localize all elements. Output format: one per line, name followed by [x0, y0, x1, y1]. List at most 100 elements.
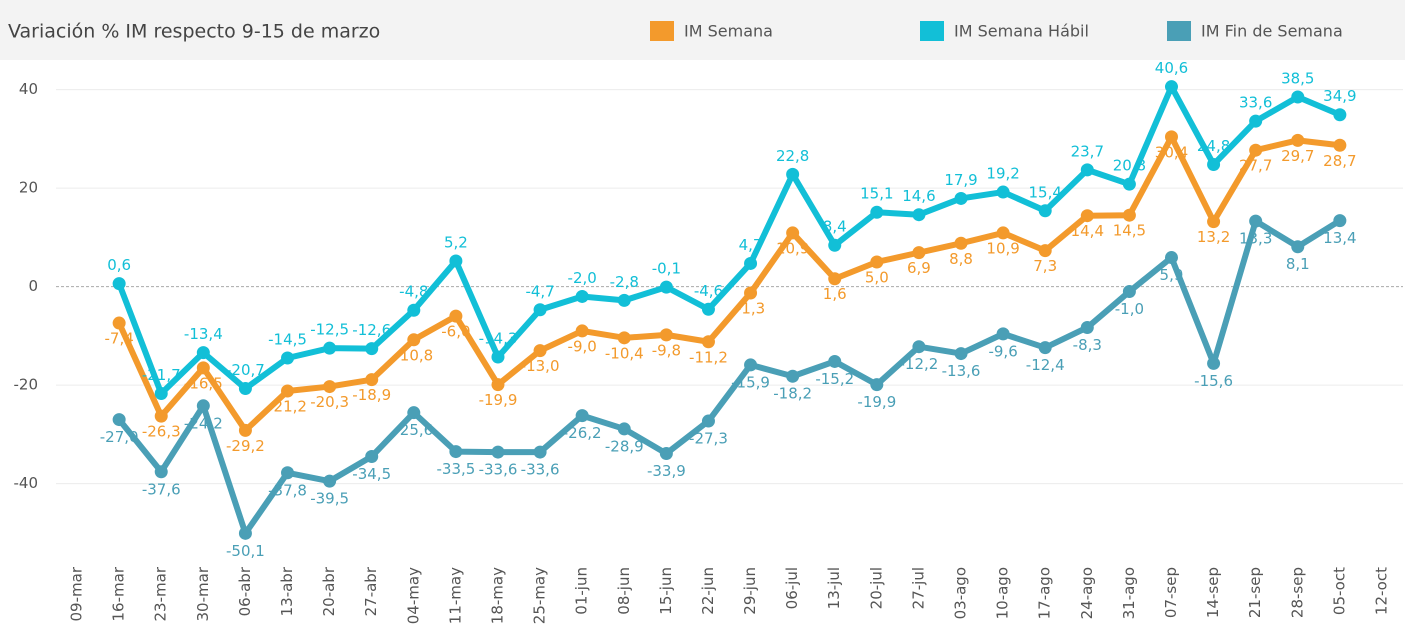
- value-label: -33,6: [521, 461, 560, 479]
- value-label: 10,9: [776, 239, 809, 257]
- value-label: -13,4: [184, 325, 223, 343]
- point: [996, 185, 1010, 199]
- point: [1291, 240, 1305, 254]
- point: [1333, 138, 1347, 152]
- value-label: 14,5: [1113, 222, 1146, 240]
- point: [154, 386, 168, 400]
- value-label: -7,4: [105, 330, 134, 348]
- x-tick-label: 23-mar: [152, 566, 170, 621]
- value-label: -24,2: [184, 414, 223, 432]
- point: [112, 316, 126, 330]
- value-label: -10,4: [605, 344, 644, 362]
- point: [449, 445, 463, 459]
- point: [1122, 177, 1136, 191]
- point: [996, 226, 1010, 240]
- point: [870, 255, 884, 269]
- legend-label: IM Semana Hábil: [954, 22, 1089, 41]
- value-label: -18,9: [352, 386, 391, 404]
- value-label: -16,5: [184, 374, 223, 392]
- value-label: -12,6: [352, 321, 391, 339]
- point: [617, 293, 631, 307]
- value-label: -4,8: [399, 283, 428, 301]
- point: [1291, 90, 1305, 104]
- point: [281, 384, 295, 398]
- x-tick-label: 04-may: [404, 567, 422, 624]
- x-tick-label: 18-may: [488, 567, 506, 624]
- value-label: 24,8: [1197, 137, 1230, 155]
- point: [954, 236, 968, 250]
- point: [196, 399, 210, 413]
- point: [238, 526, 252, 540]
- x-tick-label: 12-oct: [1372, 567, 1390, 615]
- value-label: 22,8: [776, 147, 809, 165]
- point: [407, 303, 421, 317]
- value-label: -20,7: [226, 361, 265, 379]
- point: [491, 445, 505, 459]
- value-label: 13,4: [1323, 229, 1356, 247]
- value-label: -27,0: [100, 428, 139, 446]
- value-label: -4,6: [694, 282, 723, 300]
- value-label: 15,1: [860, 185, 893, 203]
- point: [196, 361, 210, 375]
- point: [1207, 215, 1221, 229]
- value-label: -26,2: [563, 424, 602, 442]
- value-label: 8,8: [949, 250, 973, 268]
- value-label: -20,3: [310, 393, 349, 411]
- value-label: -8,3: [1073, 336, 1102, 354]
- value-label: -14,5: [268, 331, 307, 349]
- point: [744, 256, 758, 270]
- value-label: 7,3: [1033, 257, 1057, 275]
- point: [323, 380, 337, 394]
- point: [1038, 204, 1052, 218]
- x-tick-label: 24-ago: [1078, 567, 1096, 619]
- point: [1207, 356, 1221, 370]
- point: [828, 354, 842, 368]
- value-label: -4,7: [525, 282, 554, 300]
- point: [575, 324, 589, 338]
- value-label: -2,8: [610, 273, 639, 291]
- point: [1038, 244, 1052, 258]
- value-label: 40,6: [1155, 59, 1188, 77]
- value-label: -12,5: [310, 321, 349, 339]
- series-line: [116, 133, 1341, 434]
- x-tick-label: 25-may: [531, 567, 549, 624]
- value-label: 38,5: [1281, 70, 1314, 88]
- x-tick-label: 31-ago: [1120, 567, 1138, 619]
- point: [786, 226, 800, 240]
- point: [533, 344, 547, 358]
- value-label: 6,9: [907, 259, 931, 277]
- value-label: 30,4: [1155, 143, 1188, 161]
- value-label: -6,0: [441, 323, 470, 341]
- value-label: 5,9: [1160, 266, 1184, 284]
- value-label: 13,3: [1239, 230, 1272, 248]
- x-tick-label: 28-sep: [1288, 567, 1306, 618]
- point: [112, 277, 126, 291]
- value-label: 19,2: [986, 165, 1019, 183]
- value-label: -27,3: [689, 430, 728, 448]
- value-label: -13,0: [521, 357, 560, 375]
- value-label: -33,5: [436, 460, 475, 478]
- point: [1038, 341, 1052, 355]
- value-label: 15,4: [1029, 183, 1062, 201]
- series-line: [116, 83, 1342, 397]
- point: [617, 331, 631, 345]
- value-label: -15,2: [815, 370, 854, 388]
- point: [912, 340, 926, 354]
- point: [1080, 209, 1094, 223]
- x-tick-label: 15-jun: [657, 567, 675, 615]
- point: [1207, 157, 1221, 171]
- point: [828, 238, 842, 252]
- value-label: 20,8: [1113, 157, 1146, 175]
- value-label: 28,7: [1323, 152, 1356, 170]
- value-label: 14,4: [1071, 222, 1104, 240]
- point: [786, 167, 800, 181]
- point: [996, 327, 1010, 341]
- value-label: 33,6: [1239, 94, 1272, 112]
- value-label: -14,3: [479, 330, 518, 348]
- y-tick-label: -40: [14, 474, 39, 492]
- value-label: -11,2: [689, 348, 728, 366]
- value-label: -33,9: [647, 462, 686, 480]
- x-tick-label: 27-abr: [362, 566, 380, 616]
- y-tick-label: 40: [19, 80, 38, 98]
